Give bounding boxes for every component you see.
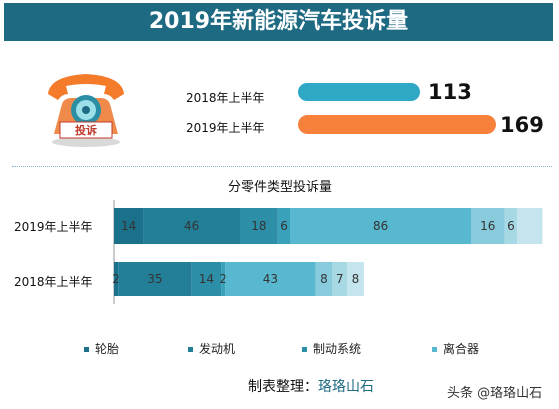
- comparison-bar-2019: [298, 115, 496, 134]
- bar-label-r0-s1: 46: [184, 219, 199, 233]
- legend-item-clutch: 离合器: [432, 340, 479, 357]
- bar-segment-r1-s2: [191, 262, 222, 296]
- section-divider: [12, 166, 552, 167]
- watermark: 头条 @珞珞山石: [447, 386, 543, 401]
- bar-label-r1-s4: 43: [263, 272, 278, 286]
- comparison-value-2019: 169: [500, 113, 544, 137]
- bar-label-r1-s2: 14: [199, 272, 214, 286]
- legend-item-brake: 制动系统: [302, 340, 361, 357]
- bar-label-r1-s5: 8: [320, 272, 328, 286]
- row-label-2019: 2019年上半年: [14, 220, 93, 234]
- legend-label-tire: 轮胎: [95, 342, 120, 356]
- row-label-2018: 2018年上半年: [14, 275, 93, 289]
- comparison-value-2018: 113: [428, 80, 472, 104]
- legend-label-brake: 制动系统: [313, 342, 362, 356]
- bar-segment-r0-s6: [504, 208, 518, 244]
- bar-segment-r1-s1: [118, 262, 192, 296]
- bar-label-r0-s0: 14: [121, 219, 136, 233]
- bar-label-r0-s4: 86: [373, 219, 388, 233]
- bar-label-r0-s6: 6: [507, 219, 515, 233]
- bar-segment-r1-s7: [347, 262, 364, 296]
- bar-segment-r1-s3: [221, 262, 226, 296]
- phone-label: 投诉: [75, 123, 97, 137]
- legend-item-tire: 轮胎: [84, 340, 119, 357]
- credit-prefix: 制表整理：: [248, 379, 318, 395]
- bar-label-r1-s6: 7: [336, 272, 344, 286]
- bar-label-r1-s0: 2: [112, 272, 120, 286]
- bar-segment-r0-s1: [143, 208, 240, 244]
- legend-item-engine: 发动机: [188, 340, 235, 357]
- legend-swatch-engine: [188, 347, 193, 352]
- bar-label-r1-s1: 35: [147, 272, 162, 286]
- credit-name: 珞珞山石: [318, 379, 374, 395]
- legend-swatch-brake: [302, 347, 307, 352]
- chart-title: 分零件类型投诉量: [227, 180, 332, 195]
- legend-label-engine: 发动机: [199, 342, 236, 356]
- bar-segment-r0-s5: [471, 208, 505, 244]
- bar-segment-r0-s7: [517, 208, 543, 244]
- credit-line: 制表整理：珞珞山石: [248, 376, 374, 396]
- legend-swatch-clutch: [432, 347, 437, 352]
- legend-label-clutch: 离合器: [443, 342, 480, 356]
- legend-swatch-tire: [84, 347, 89, 352]
- bar-segment-r0-s4: [290, 208, 471, 244]
- comparison-label-2018: 2018年上半年: [186, 91, 265, 105]
- bar-segment-r0-s3: [277, 208, 291, 244]
- bar-segment-r0-s2: [240, 208, 278, 244]
- bar-segment-r1-s6: [332, 262, 348, 296]
- infographic-title: 2019年新能源汽车投诉量: [4, 3, 553, 41]
- comparison-label-2019: 2019年上半年: [186, 121, 265, 135]
- bar-segment-r1-s5: [315, 262, 333, 296]
- bar-segment-r0-s0: [114, 208, 144, 244]
- comparison-bar-2018: [298, 83, 420, 101]
- telephone-icon: 投诉: [48, 74, 124, 147]
- bar-label-r1-s3: 2: [219, 272, 227, 286]
- bar-label-r1-s7: 8: [352, 272, 360, 286]
- bar-label-r0-s2: 18: [251, 219, 266, 233]
- bar-label-r0-s5: 16: [480, 219, 495, 233]
- bar-label-r0-s3: 6: [280, 219, 288, 233]
- bar-segment-r1-s0: [114, 262, 119, 296]
- bar-segment-r1-s4: [225, 262, 316, 296]
